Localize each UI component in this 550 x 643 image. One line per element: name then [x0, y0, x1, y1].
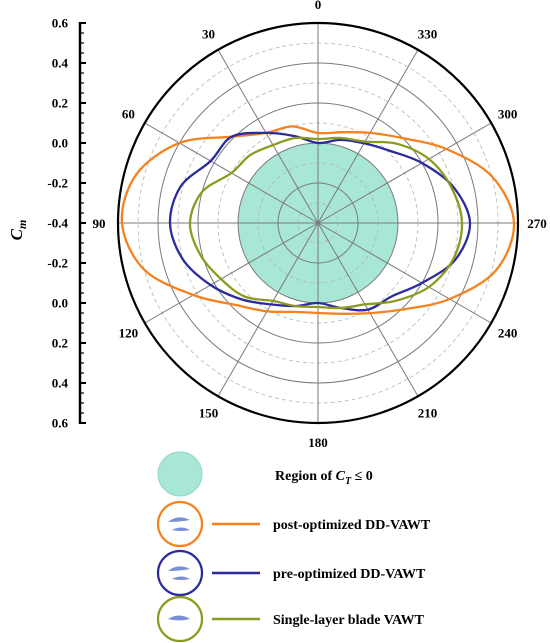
- angle-label: 150: [199, 406, 219, 421]
- series-line-0: [120, 125, 516, 315]
- legend-post-optimized-label: post-optimized DD-VAWT: [273, 518, 431, 533]
- y-axis-label: Cm: [7, 220, 29, 241]
- legend-pre-optimized-label: pre-optimized DD-VAWT: [273, 567, 426, 582]
- grid-spoke: [317, 122, 492, 224]
- angle-label: 300: [498, 107, 518, 122]
- radial-tick-label: 0.6: [52, 416, 69, 431]
- grid-spoke: [217, 222, 319, 397]
- angle-label: 240: [498, 326, 518, 341]
- angle-label: 270: [527, 216, 547, 231]
- grid-spoke: [317, 222, 492, 324]
- angle-label: 30: [202, 26, 215, 41]
- radial-tick-label: 0.0: [52, 136, 68, 151]
- legend-item-pre-optimized: pre-optimized DD-VAWT: [156, 549, 426, 597]
- legend-post-optimized-swatch: [156, 500, 204, 548]
- legend-item-single-layer: Single-layer blade VAWT: [156, 595, 425, 643]
- legend-single-layer-blade-icon: [168, 615, 190, 621]
- y-axis-label-sub: m: [15, 220, 29, 229]
- angle-label: 120: [119, 326, 139, 341]
- legend-pre-optimized-swatch: [156, 549, 204, 597]
- angle-label: 90: [93, 216, 106, 231]
- radial-tick-label: -0.2: [47, 256, 68, 271]
- grid-spoke: [317, 49, 419, 224]
- series-lines: [120, 125, 516, 315]
- legend-single-layer-label: Single-layer blade VAWT: [273, 613, 425, 628]
- legend-region-suffix: ≤ 0: [351, 469, 373, 484]
- polar-grid: [118, 23, 518, 423]
- angle-label: 210: [418, 406, 438, 421]
- legend-region-prefix: Region of: [275, 469, 336, 484]
- grid-spoke: [144, 222, 319, 324]
- angle-label: 330: [418, 26, 438, 41]
- legend: Region of CT ≤ 0 post-optimized DD-VAWT …: [156, 451, 431, 643]
- radial-tick-label: 0.6: [52, 16, 69, 31]
- polar-plot: 0 30 60 90 120 150 180 210 240 270 300 330: [93, 0, 547, 450]
- radial-tick-label: 0.2: [52, 96, 68, 111]
- polar-outer-ring: [116, 21, 520, 425]
- legend-post-optimized-blade-icon: [168, 517, 190, 531]
- grid-spoke: [217, 49, 319, 224]
- radial-scale-labels: 0.6 0.4 0.2 0.0 -0.2 -0.4 -0.2 0.0 0.2 0.4 0.6: [47, 16, 68, 431]
- radial-tick-label: -0.2: [47, 176, 68, 191]
- legend-item-post-optimized: post-optimized DD-VAWT: [156, 500, 431, 548]
- radial-scale: 0.6 0.4 0.2 0.0 -0.2 -0.4 -0.2 0.0 0.2 0.4 0.6 Cm: [7, 16, 86, 431]
- radial-scale-ticks: [80, 22, 86, 424]
- legend-pre-optimized-blade-icon: [168, 566, 190, 580]
- angle-label: 60: [122, 107, 135, 122]
- angle-labels: 0 30 60 90 120 150 180 210 240 270 300 330: [93, 0, 547, 450]
- radial-tick-label: 0.4: [52, 376, 69, 391]
- legend-region-sub: T: [345, 476, 352, 487]
- radial-tick-label: 0.4: [52, 56, 69, 71]
- legend-region-label: Region of CT ≤ 0: [275, 469, 373, 487]
- radial-tick-label: -0.4: [47, 216, 68, 231]
- series-line-2: [188, 136, 464, 310]
- angle-label: 180: [308, 435, 328, 450]
- legend-region-swatch: [157, 451, 203, 497]
- radial-tick-label: 0.0: [52, 296, 68, 311]
- radial-tick-label: 0.2: [52, 336, 68, 351]
- angle-label: 0: [315, 0, 322, 12]
- series-line-1: [168, 131, 472, 312]
- y-axis-label-var: C: [7, 228, 26, 240]
- legend-region-var: C: [336, 469, 346, 484]
